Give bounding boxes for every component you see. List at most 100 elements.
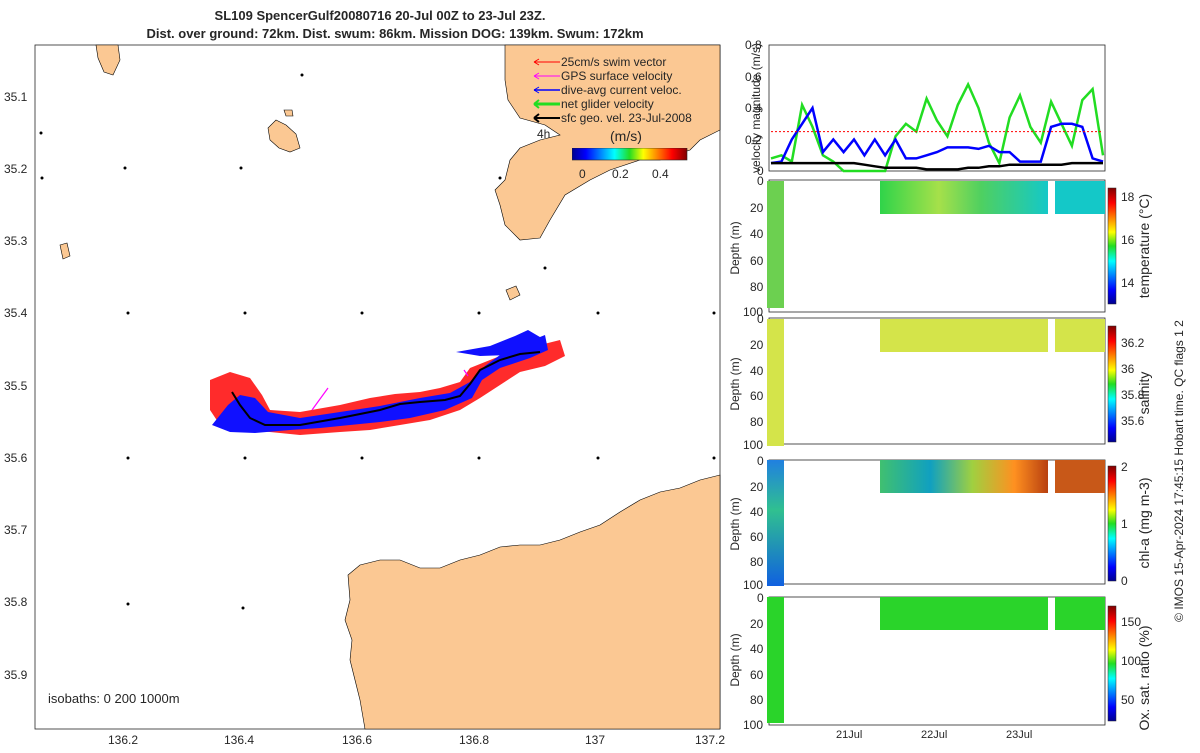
chl-ytick: 0	[757, 454, 764, 468]
sal-ctick: 36.2	[1121, 336, 1145, 350]
lat-tick: 35.1	[4, 90, 28, 104]
chl-ctick: 2	[1121, 460, 1128, 474]
map-colorbar	[572, 148, 688, 161]
lon-tick: 137.2	[695, 733, 726, 747]
lon-tick: 136.8	[459, 733, 490, 747]
chl-ytick: 80	[750, 555, 764, 569]
sal-ylabel: Depth (m)	[728, 357, 742, 411]
temp-cast-column	[767, 181, 784, 308]
oxy-band-2	[1055, 597, 1105, 630]
lat-tick: 35.8	[4, 595, 28, 609]
time-xtick: 23Jul	[1006, 729, 1033, 741]
map-island-topleft	[95, 44, 121, 76]
oxy-ylabel: Depth (m)	[728, 633, 742, 687]
chl-ytick: 60	[750, 530, 764, 544]
map-markers	[39, 73, 716, 610]
sal-band-1	[880, 319, 1048, 352]
temp-ctick: 18	[1121, 190, 1135, 204]
lat-tick: 35.6	[4, 451, 28, 465]
map-ground-track	[231, 351, 541, 426]
chl-ytick: 100	[743, 578, 764, 592]
chl-ytick: 40	[750, 505, 764, 519]
oxy-colorbar	[1107, 605, 1117, 722]
map-island-mid	[267, 119, 301, 153]
temp-ytick: 100	[743, 305, 764, 319]
credit-line: © IMOS 15-Apr-2024 17:45:15 Hobart time.…	[1172, 320, 1186, 622]
sal-ytick: 20	[750, 338, 764, 352]
chl-ylabel: Depth (m)	[728, 497, 742, 551]
oxy-ytick: 80	[750, 693, 764, 707]
chl-band-1	[880, 460, 1048, 493]
temp-ctick: 16	[1121, 233, 1135, 247]
legend-current: dive-avg current veloc.	[561, 83, 682, 97]
lat-tick: 35.5	[4, 379, 28, 393]
lat-tick: 35.2	[4, 162, 28, 176]
oxy-ytick: 0	[757, 591, 764, 605]
temp-ytick: 80	[750, 280, 764, 294]
map-gps-arrow2	[463, 369, 469, 377]
map-gps-arrow	[311, 387, 329, 411]
chl-colorbar	[1107, 465, 1117, 582]
chl-cast-column	[767, 460, 784, 586]
sal-ytick: 40	[750, 364, 764, 378]
chl-ctick: 0	[1121, 574, 1128, 588]
sal-cast-column	[767, 319, 784, 446]
chl-clabel: chl-a (mg m-3)	[1136, 477, 1152, 569]
vel-ytick: 0.2	[745, 133, 762, 147]
chart-title-line2: Dist. over ground: 72km. Dist. swum: 86k…	[146, 26, 644, 41]
lat-tick: 35.9	[4, 668, 28, 682]
oxy-ytick: 100	[743, 718, 764, 732]
legend-swim: 25cm/s swim vector	[561, 55, 667, 69]
time-xtick: 22Jul	[921, 729, 948, 741]
lat-tick: 35.4	[4, 306, 28, 320]
oxy-ctick: 100	[1121, 654, 1142, 668]
map-current-vectors	[212, 335, 548, 433]
temp-colorbar	[1107, 187, 1117, 305]
oxy-ytick: 20	[750, 617, 764, 631]
chl-band-2	[1055, 460, 1105, 493]
lon-tick: 137	[585, 733, 606, 747]
oxy-cast-column	[767, 597, 784, 723]
map-island-small3	[505, 285, 521, 301]
legend-net: net glider velocity	[561, 97, 654, 111]
temp-band-1	[880, 181, 1048, 214]
time-xtick: 21Jul	[836, 729, 863, 741]
map-island-small2	[59, 242, 71, 260]
vel-ytick: 0.8	[745, 38, 762, 52]
oxy-ctick: 50	[1121, 693, 1135, 707]
sal-ctick: 35.6	[1121, 414, 1145, 428]
velocity-series-net-glider-velocity	[770, 81, 1105, 173]
cbar-tick: 0	[579, 167, 586, 181]
cbar-title: (m/s)	[610, 128, 642, 144]
map-legend-arrows	[533, 58, 560, 123]
temp-band-2	[1055, 181, 1105, 214]
velocity-series-sfc-geo-vel-	[771, 161, 1103, 171]
oxy-ytick: 60	[750, 668, 764, 682]
legend-gps: GPS surface velocity	[561, 69, 673, 83]
lon-tick: 136.4	[224, 733, 255, 747]
oxy-band-1	[880, 597, 1048, 630]
chl-ytick: 20	[750, 480, 764, 494]
vel-ytick: 0.4	[745, 101, 762, 115]
map-current-blob-east	[456, 330, 545, 356]
sal-ytick: 100	[743, 438, 764, 452]
lat-tick: 35.7	[4, 523, 28, 537]
map-land-south	[344, 474, 721, 730]
temp-ytick: 60	[750, 254, 764, 268]
map-island-small1	[283, 109, 294, 117]
vel-ytick: 0.6	[745, 70, 762, 84]
chart-title-line1: SL109 SpencerGulf20080716 20-Jul 00Z to …	[214, 8, 546, 23]
velocity-series-dive-avg-current-veloc-	[770, 104, 1104, 165]
sal-ytick: 0	[757, 312, 764, 326]
oxy-ytick: 40	[750, 642, 764, 656]
temp-ctick: 14	[1121, 276, 1135, 290]
lon-tick: 136.6	[342, 733, 373, 747]
temp-ylabel: Depth (m)	[728, 221, 742, 275]
oxy-ctick: 150	[1121, 615, 1142, 629]
temp-ytick: 0	[757, 174, 764, 188]
cbar-tick: 0.4	[652, 167, 669, 181]
legend-tag: 4h	[537, 127, 551, 141]
temp-ytick: 40	[750, 227, 764, 241]
sal-ytick: 60	[750, 389, 764, 403]
